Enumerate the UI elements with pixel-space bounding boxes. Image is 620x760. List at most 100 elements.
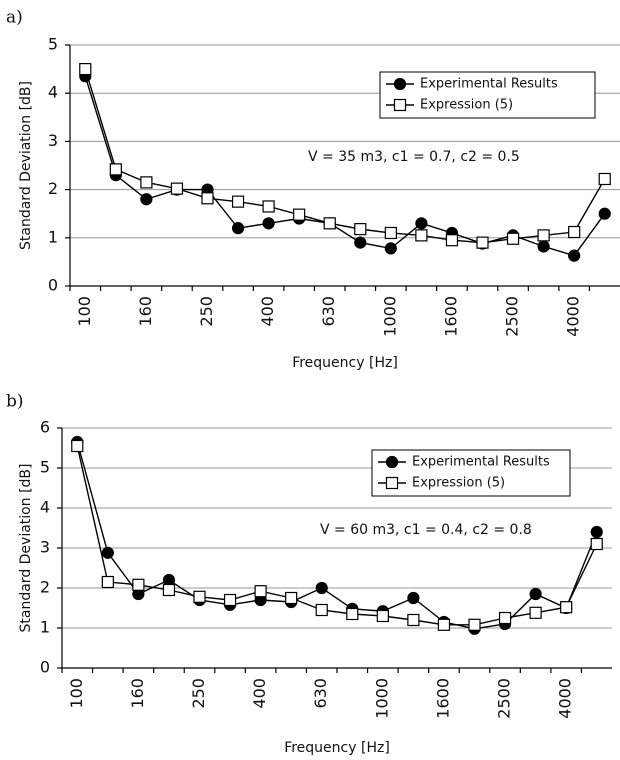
marker: [315, 603, 328, 617]
legend-label: Experimental Results: [420, 77, 558, 92]
marker: [262, 217, 275, 230]
marker: [376, 609, 389, 623]
marker: [468, 618, 481, 631]
y-axis-label: Standard Deviation [dB]: [18, 464, 34, 633]
x-axis-label: Frequency [Hz]: [284, 740, 390, 756]
panel-label: b): [6, 392, 24, 412]
marker: [262, 200, 275, 213]
marker: [393, 77, 407, 91]
marker: [590, 537, 603, 551]
y-tick-label: 4: [40, 498, 50, 517]
y-tick-label: 2: [48, 179, 58, 198]
marker: [162, 583, 176, 597]
marker: [568, 225, 581, 239]
marker: [384, 242, 397, 255]
x-tick-label: 1000: [380, 296, 399, 337]
x-tick-label: 4000: [556, 678, 575, 719]
marker: [140, 176, 153, 189]
legend-label: Experimental Results: [412, 455, 550, 470]
marker: [407, 613, 420, 627]
panel-label: a): [6, 8, 23, 28]
y-tick-label: 4: [48, 83, 58, 102]
marker: [415, 229, 428, 242]
marker: [590, 525, 603, 539]
marker: [140, 193, 153, 206]
marker: [529, 606, 542, 619]
x-tick-label: 4000: [564, 296, 583, 337]
marker: [346, 607, 359, 621]
marker: [354, 223, 367, 236]
y-tick-label: 0: [40, 658, 50, 677]
marker: [323, 217, 336, 230]
x-tick-label: 1600: [441, 296, 460, 337]
marker: [385, 476, 399, 490]
x-tick-label: 630: [311, 678, 330, 709]
marker: [71, 439, 84, 453]
marker: [315, 581, 328, 595]
x-tick-label: 1000: [372, 678, 391, 719]
y-tick-label: 3: [48, 131, 58, 150]
marker: [79, 62, 92, 76]
marker: [529, 587, 542, 601]
y-tick-label: 5: [48, 35, 58, 54]
marker: [537, 240, 550, 253]
marker: [476, 236, 489, 249]
marker: [598, 172, 611, 186]
marker: [162, 573, 176, 587]
marker: [223, 593, 237, 607]
y-axis-label: Standard Deviation [dB]: [18, 81, 34, 250]
x-tick-label: 250: [197, 296, 216, 327]
marker: [506, 232, 520, 245]
x-tick-label: 630: [319, 296, 338, 327]
x-tick-label: 2500: [495, 678, 514, 719]
legend-label: Expression (5): [412, 476, 505, 491]
y-tick-label: 6: [40, 418, 50, 437]
marker: [385, 455, 399, 469]
x-tick-label: 100: [67, 678, 86, 709]
marker: [201, 192, 214, 205]
x-axis-label: Frequency [Hz]: [292, 355, 398, 371]
x-tick-label: 1600: [433, 678, 452, 719]
marker: [393, 98, 407, 112]
marker: [537, 229, 550, 242]
marker: [254, 585, 267, 598]
marker: [568, 249, 581, 262]
y-tick-label: 1: [48, 227, 58, 246]
marker: [437, 618, 451, 631]
x-tick-label: 160: [128, 678, 147, 709]
series: [71, 439, 603, 631]
legend-box: [379, 71, 596, 119]
series: [79, 62, 611, 249]
x-tick-label: 100: [75, 296, 94, 327]
marker: [445, 234, 459, 247]
annotation: V = 35 m3, c1 = 0.7, c2 = 0.5: [308, 149, 520, 165]
legend-label: Expression (5): [420, 98, 513, 113]
marker: [384, 226, 397, 240]
marker: [498, 611, 512, 625]
marker: [415, 217, 428, 230]
x-tick-label: 160: [136, 296, 155, 327]
marker: [109, 163, 122, 176]
x-tick-label: 400: [258, 296, 277, 327]
marker: [101, 575, 114, 589]
marker: [132, 578, 145, 591]
legend-box: [371, 449, 571, 497]
marker: [170, 182, 184, 195]
y-tick-label: 5: [40, 458, 50, 477]
marker: [598, 207, 611, 220]
x-tick-label: 2500: [503, 296, 522, 337]
x-tick-label: 250: [189, 678, 208, 709]
marker: [354, 236, 367, 249]
marker: [231, 222, 245, 235]
marker: [407, 591, 420, 605]
marker: [560, 601, 573, 614]
marker: [231, 195, 245, 208]
y-tick-label: 2: [40, 578, 50, 597]
marker: [293, 208, 306, 221]
y-tick-label: 3: [40, 538, 50, 557]
y-tick-label: 0: [48, 276, 58, 295]
x-tick-label: 400: [250, 678, 269, 709]
marker: [101, 546, 114, 559]
marker: [193, 590, 206, 603]
